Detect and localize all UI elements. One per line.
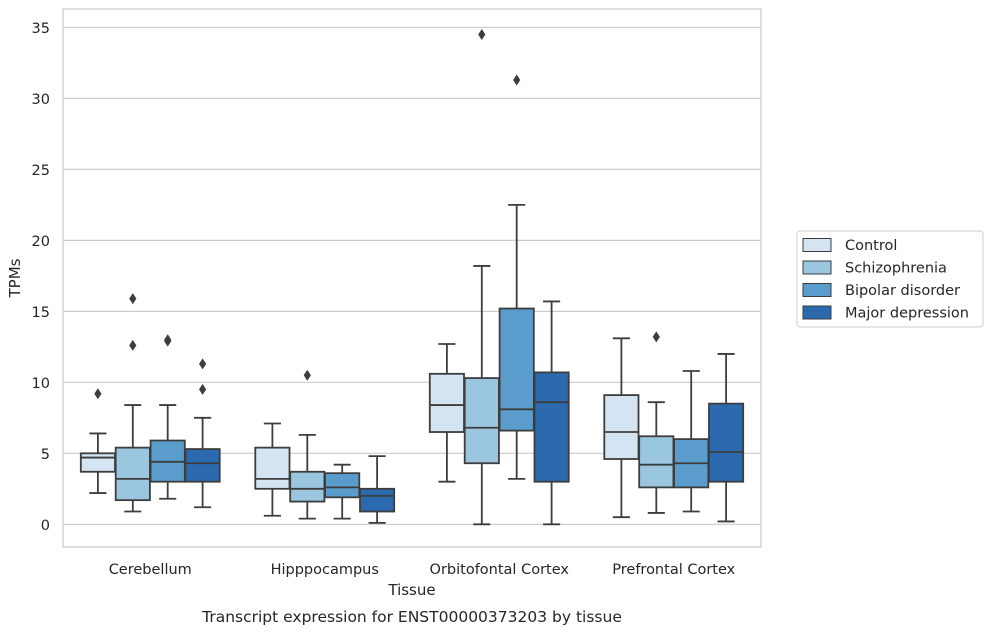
- y-tick-label: 15: [32, 305, 50, 321]
- legend-swatch: [802, 260, 832, 275]
- box-iqr: [289, 470, 326, 503]
- outlier-point: [513, 74, 521, 86]
- x-tick-label: Prefrontal Cortex: [612, 562, 735, 578]
- box-control: [254, 422, 291, 517]
- legend-swatch: [802, 283, 832, 297]
- box-schizophrenia: [114, 293, 151, 513]
- outlier-point: [199, 383, 207, 395]
- box-major-depression: [359, 455, 396, 524]
- legend-label: Bipolar disorder: [845, 283, 960, 299]
- x-tick-label: Cerebellum: [109, 562, 192, 578]
- outlier-point: [129, 339, 137, 351]
- box-iqr: [79, 452, 116, 473]
- plot-frame: [62, 8, 762, 548]
- box-iqr: [533, 371, 570, 483]
- y-tick-label: 25: [32, 163, 50, 179]
- x-axis-label: Tissue: [387, 581, 435, 599]
- outlier-point: [478, 29, 486, 41]
- legend-label: Major depression: [845, 306, 969, 322]
- legend: Control Schizophrenia Bipolar disorder Majo…: [796, 230, 984, 328]
- box-iqr: [184, 448, 221, 483]
- box-major-depression: [184, 358, 221, 509]
- box-control: [79, 388, 116, 494]
- box-major-depression: [708, 353, 745, 523]
- box-bipolar-disorder: [673, 370, 710, 513]
- outlier-point: [129, 293, 137, 305]
- box-iqr: [428, 372, 465, 433]
- box-schizophrenia: [463, 29, 500, 526]
- legend-label: Schizophrenia: [845, 261, 947, 277]
- y-tick-label: 5: [41, 447, 50, 463]
- box-iqr: [359, 487, 396, 513]
- y-tick-labels: 0 5 10 15 20 25 30 35: [32, 21, 50, 534]
- y-tick-label: 35: [32, 21, 50, 37]
- box-schizophrenia: [289, 369, 326, 520]
- box-iqr: [603, 394, 640, 460]
- box-iqr: [254, 446, 291, 490]
- outlier-point: [199, 358, 207, 370]
- y-tick-label: 0: [41, 518, 50, 534]
- outlier-point: [164, 334, 172, 346]
- chart-title: Transcript expression for ENST0000037320…: [201, 608, 622, 626]
- box-iqr: [463, 377, 500, 465]
- x-tick-label: Orbitofontal Cortex: [430, 562, 570, 578]
- outlier-point: [303, 369, 311, 381]
- box-bipolar-disorder: [498, 74, 535, 480]
- box-control: [603, 337, 640, 519]
- legend-swatch: [802, 238, 832, 252]
- box-bipolar-disorder: [149, 334, 186, 500]
- x-tick-label: Hipppocampus: [271, 562, 379, 578]
- box-control: [428, 343, 465, 483]
- x-tick-labels: Cerebellum Hipppocampus Orbitofontal Corte…: [109, 562, 736, 578]
- box-bipolar-disorder: [324, 463, 361, 520]
- y-tick-label: 30: [32, 92, 50, 108]
- y-axis-label: TPMs: [6, 258, 24, 298]
- box-schizophrenia: [638, 331, 675, 514]
- box-iqr: [638, 435, 675, 489]
- box-iqr: [498, 307, 535, 432]
- box-iqr: [324, 472, 361, 499]
- legend-frame: [796, 230, 984, 328]
- outlier-point: [94, 388, 102, 400]
- y-tick-label: 20: [32, 234, 50, 250]
- box-major-depression: [533, 300, 570, 526]
- box-series: [79, 29, 745, 526]
- box-iqr: [114, 446, 151, 502]
- legend-label: Control: [845, 238, 897, 254]
- outlier-point: [652, 331, 660, 343]
- y-tick-label: 10: [32, 376, 50, 392]
- legend-swatch: [802, 305, 832, 320]
- box-iqr: [708, 402, 745, 483]
